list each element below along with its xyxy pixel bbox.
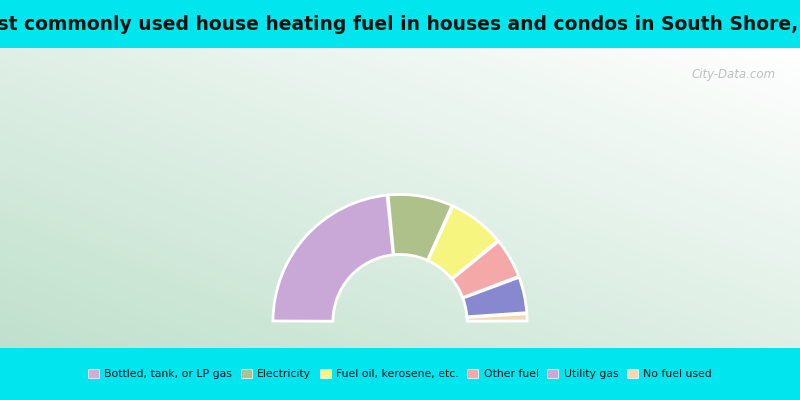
Text: City-Data.com: City-Data.com (692, 68, 776, 81)
Legend: Bottled, tank, or LP gas, Electricity, Fuel oil, kerosene, etc., Other fuel, Uti: Bottled, tank, or LP gas, Electricity, F… (84, 364, 716, 384)
Wedge shape (452, 241, 518, 298)
Wedge shape (273, 195, 393, 321)
Wedge shape (463, 277, 526, 317)
Wedge shape (388, 194, 452, 260)
Text: Most commonly used house heating fuel in houses and condos in South Shore, SD: Most commonly used house heating fuel in… (0, 14, 800, 34)
Wedge shape (428, 206, 498, 279)
Wedge shape (467, 314, 527, 321)
